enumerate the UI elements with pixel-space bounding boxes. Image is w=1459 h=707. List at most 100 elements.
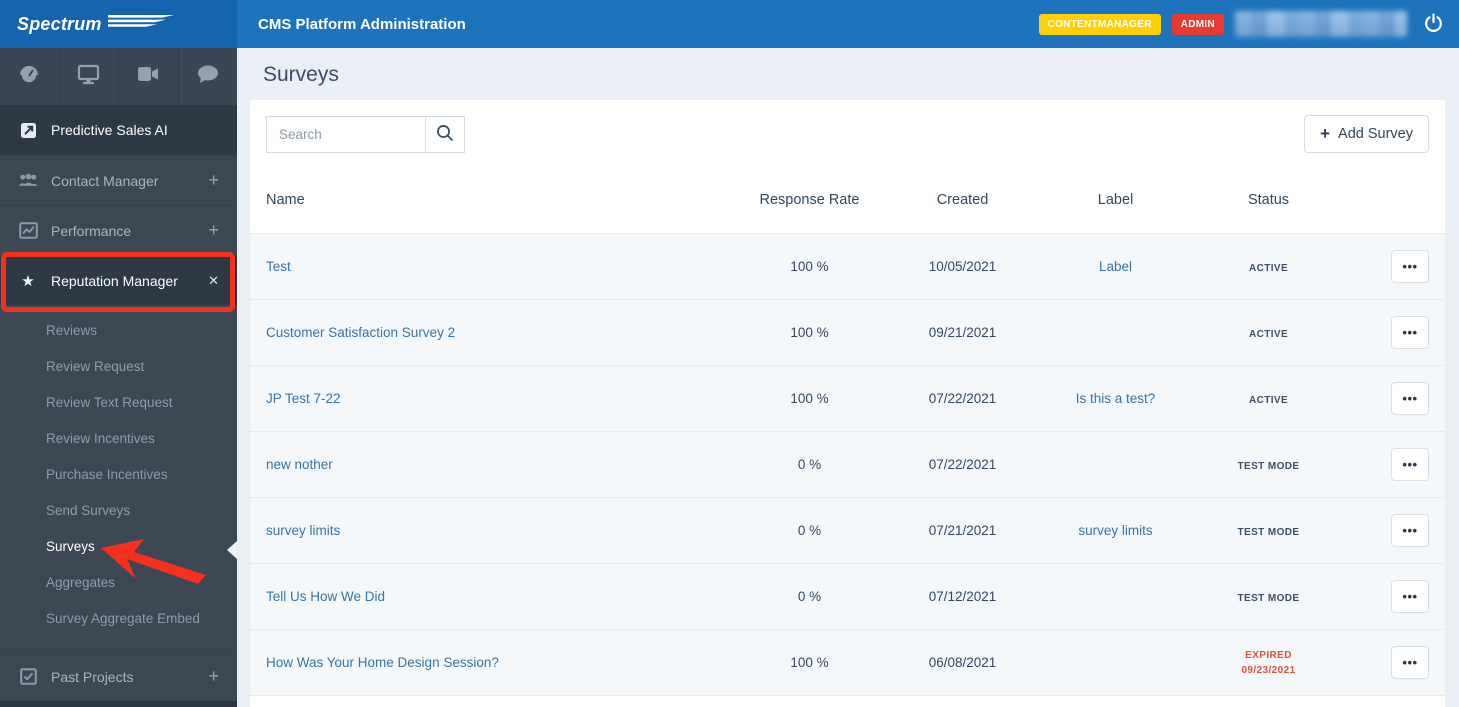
column-header-response-rate: Response Rate [759, 192, 860, 208]
chart-line-icon [18, 222, 38, 239]
sidebar-item-surveys[interactable]: Surveys [46, 538, 95, 554]
sidebar-item-label: Contact Manager [51, 172, 159, 189]
table-row: Test 100 % 10/05/2021 Label ACTIVE ••• [250, 234, 1445, 300]
sidebar-item-reputation-manager[interactable]: ★ Reputation Manager ✕ [0, 255, 237, 305]
chat-bubble-icon [197, 65, 219, 88]
chat-nav-button[interactable] [179, 48, 238, 105]
column-header-label: Label [1097, 192, 1134, 208]
survey-name-link[interactable]: Test [266, 259, 291, 274]
users-icon [18, 173, 38, 188]
sidebar-item-survey-aggregate-embed[interactable]: Survey Aggregate Embed [46, 610, 200, 626]
sidebar-item-reviews[interactable]: Reviews [46, 322, 98, 338]
survey-name-link[interactable]: Customer Satisfaction Survey 2 [266, 325, 456, 340]
status-badge: TEST MODE [1237, 593, 1300, 604]
table-row: new nother 0 % 07/22/2021 TEST MODE ••• [250, 432, 1445, 498]
sidebar-item-past-projects[interactable]: Past Projects + [0, 651, 237, 701]
video-nav-button[interactable] [119, 48, 179, 105]
table-row: JP Test 7-22 100 % 07/22/2021 Is this a … [250, 366, 1445, 432]
row-actions-button[interactable]: ••• [1391, 580, 1429, 613]
role-badge-contentmanager: CONTENTMANAGER [1038, 13, 1161, 35]
ellipsis-icon: ••• [1402, 391, 1418, 406]
search-input[interactable] [266, 115, 426, 153]
add-survey-button[interactable]: + Add Survey [1304, 115, 1429, 153]
surveys-card: + Add Survey Name Response Rate Created … [250, 100, 1445, 707]
survey-name-link[interactable]: survey limits [266, 523, 341, 538]
created-cell: 06/08/2021 [928, 655, 997, 670]
expand-plus-icon[interactable]: + [208, 220, 219, 240]
ellipsis-icon: ••• [1402, 259, 1418, 274]
active-item-caret [227, 541, 237, 559]
sidebar-item-performance[interactable]: Performance + [0, 205, 237, 255]
row-actions-button[interactable]: ••• [1391, 514, 1429, 547]
sidebar-item-contact-manager[interactable]: Contact Manager + [0, 155, 237, 205]
reputation-manager-submenu: Reviews Review Request Review Text Reque… [0, 305, 237, 636]
response-rate-cell: 0 % [797, 457, 822, 472]
created-cell: 07/12/2021 [928, 589, 997, 604]
power-icon [1423, 12, 1444, 36]
survey-name-link[interactable]: JP Test 7-22 [266, 391, 341, 406]
monitor-nav-button[interactable] [60, 48, 119, 105]
monitor-icon [77, 64, 100, 90]
status-badge: ACTIVE [1248, 263, 1289, 274]
ellipsis-icon: ••• [1402, 655, 1418, 670]
star-icon: ★ [21, 272, 35, 290]
spectrum-logo: Spectrum [17, 13, 102, 34]
search-button[interactable] [425, 115, 465, 153]
sidebar-item-label: Reputation Manager [51, 272, 178, 289]
collapse-close-icon[interactable]: ✕ [208, 272, 219, 288]
sidebar-item-label: Past Projects [51, 668, 134, 685]
column-header-status: Status [1247, 192, 1290, 208]
row-actions-button[interactable]: ••• [1391, 448, 1429, 481]
row-actions-button[interactable]: ••• [1391, 646, 1429, 679]
plus-icon: + [1320, 124, 1331, 143]
table-row: survey limits 0 % 07/21/2021 survey limi… [250, 498, 1445, 564]
column-header-created: Created [936, 192, 989, 208]
logo-block: Spectrum [0, 0, 237, 48]
status-badge: ACTIVE [1248, 395, 1289, 406]
created-cell: 07/21/2021 [928, 523, 997, 538]
expand-plus-icon[interactable]: + [208, 170, 219, 190]
search-group [266, 115, 465, 153]
sidebar-item-predictive-sales-ai[interactable]: Predictive Sales AI [0, 105, 237, 155]
status-badge-expired: EXPIRED 09/23/2021 [1192, 648, 1345, 678]
redacted-user-name [1235, 11, 1407, 37]
table-header: Name Response Rate Created Label Status [250, 167, 1445, 234]
sidebar-item-label: Predictive Sales AI [51, 122, 168, 138]
row-actions-button[interactable]: ••• [1391, 250, 1429, 283]
expand-plus-icon[interactable]: + [208, 666, 219, 686]
toolbar: + Add Survey [250, 100, 1445, 167]
main-content: Surveys + Add Survey Name [237, 48, 1459, 707]
sidebar-icon-strip [0, 48, 237, 105]
survey-name-link[interactable]: new nother [266, 457, 333, 472]
row-actions-button[interactable]: ••• [1391, 316, 1429, 349]
response-rate-cell: 100 % [790, 325, 829, 340]
topbar-right: CONTENTMANAGER ADMIN [1038, 11, 1459, 37]
search-icon [436, 124, 454, 145]
sidebar-item-review-text-request[interactable]: Review Text Request [46, 394, 173, 410]
sidebar-item-aggregates[interactable]: Aggregates [46, 574, 116, 590]
survey-name-link[interactable]: Tell Us How We Did [266, 589, 386, 604]
sidebar-item-label: Performance [51, 222, 132, 239]
created-cell: 07/22/2021 [928, 457, 997, 472]
ellipsis-icon: ••• [1402, 589, 1418, 604]
created-cell: 10/05/2021 [928, 259, 997, 274]
status-expired-date: 09/23/2021 [1241, 664, 1296, 676]
checkbox-icon [18, 668, 38, 685]
top-bar: Spectrum CMS Platform Administration CON… [0, 0, 1459, 48]
row-actions-button[interactable]: ••• [1391, 382, 1429, 415]
status-badge: TEST MODE [1237, 527, 1300, 538]
logout-power-button[interactable] [1423, 12, 1444, 36]
sidebar-item-review-incentives[interactable]: Review Incentives [46, 430, 155, 446]
table-row: Tell Us How We Did 0 % 07/12/2021 TEST M… [250, 564, 1445, 630]
survey-name-link[interactable]: How Was Your Home Design Session? [266, 655, 499, 670]
sidebar-item-purchase-incentives[interactable]: Purchase Incentives [46, 466, 168, 482]
sidebar-bottom-strip [0, 701, 237, 707]
table-row: How Was Your Home Design Session? 100 % … [250, 630, 1445, 696]
ellipsis-icon: ••• [1402, 523, 1418, 538]
sidebar-item-send-surveys[interactable]: Send Surveys [46, 502, 131, 518]
column-header-name: Name [266, 192, 305, 208]
status-badge: TEST MODE [1237, 461, 1300, 472]
dashboard-nav-button[interactable] [0, 48, 60, 105]
sidebar-item-review-request[interactable]: Review Request [46, 358, 145, 374]
sidebar: Predictive Sales AI Contact Manager + Pe… [0, 48, 237, 707]
